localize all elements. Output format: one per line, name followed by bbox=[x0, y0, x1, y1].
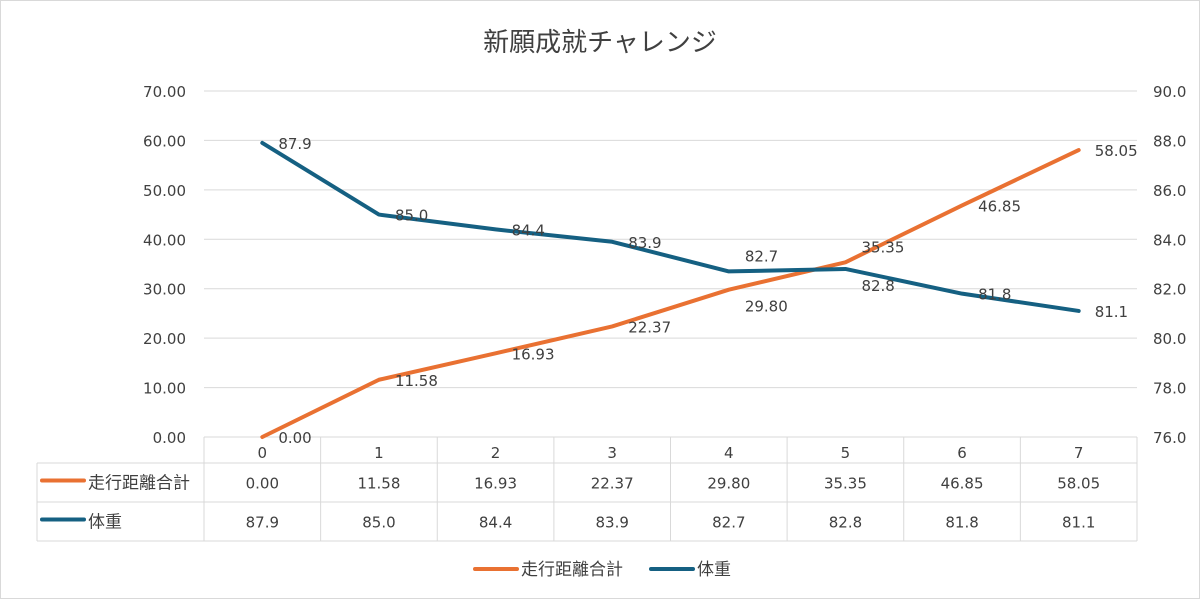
category-label: 0 bbox=[258, 444, 268, 462]
data-label: 81.1 bbox=[1095, 303, 1128, 321]
chart-title: 新願成就チャレンジ bbox=[483, 28, 717, 58]
data-label: 58.05 bbox=[1095, 142, 1138, 160]
category-label: 3 bbox=[607, 444, 617, 462]
table-cell: 81.8 bbox=[945, 514, 978, 532]
right-axis-tick-label: 86.0 bbox=[1153, 182, 1186, 200]
data-label: 83.9 bbox=[628, 234, 661, 252]
table-cell: 81.1 bbox=[1062, 514, 1095, 532]
right-axis-tick-label: 90.0 bbox=[1153, 83, 1186, 101]
data-label: 84.4 bbox=[512, 221, 545, 239]
table-cell: 16.93 bbox=[474, 475, 517, 493]
table-series-name: 体重 bbox=[88, 513, 122, 533]
right-axis-tick-label: 78.0 bbox=[1153, 380, 1186, 398]
table-cell: 82.8 bbox=[829, 514, 862, 532]
table-cell: 83.9 bbox=[595, 514, 628, 532]
data-label: 16.93 bbox=[512, 345, 555, 363]
legend-label: 体重 bbox=[697, 560, 731, 580]
left-axis-tick-label: 70.00 bbox=[143, 83, 186, 101]
data-label: 82.7 bbox=[745, 247, 778, 265]
data-label: 85.0 bbox=[395, 207, 428, 225]
table-cell: 46.85 bbox=[941, 475, 984, 493]
data-label: 11.58 bbox=[395, 372, 438, 390]
table-cell: 87.9 bbox=[246, 514, 279, 532]
right-axis-tick-label: 82.0 bbox=[1153, 281, 1186, 299]
data-label: 35.35 bbox=[861, 238, 904, 256]
data-label: 81.8 bbox=[978, 286, 1011, 304]
table-cell: 35.35 bbox=[824, 475, 867, 493]
right-axis-tick-label: 80.0 bbox=[1153, 330, 1186, 348]
left-axis-tick-label: 0.00 bbox=[153, 429, 186, 447]
table-cell: 0.00 bbox=[246, 475, 279, 493]
data-label: 87.9 bbox=[278, 135, 311, 153]
category-label: 4 bbox=[724, 444, 734, 462]
category-label: 1 bbox=[374, 444, 384, 462]
data-label: 29.80 bbox=[745, 298, 788, 316]
table-cell: 29.80 bbox=[707, 475, 750, 493]
data-label: 22.37 bbox=[628, 318, 671, 336]
left-axis-tick-label: 40.00 bbox=[143, 231, 186, 249]
data-label: 0.00 bbox=[278, 429, 311, 447]
category-label: 6 bbox=[957, 444, 967, 462]
table-cell: 11.58 bbox=[357, 475, 400, 493]
left-axis-tick-label: 60.00 bbox=[143, 132, 186, 150]
category-label: 7 bbox=[1074, 444, 1084, 462]
left-axis-tick-label: 20.00 bbox=[143, 330, 186, 348]
right-axis-tick-label: 84.0 bbox=[1153, 231, 1186, 249]
right-axis-tick-label: 88.0 bbox=[1153, 132, 1186, 150]
table-cell: 85.0 bbox=[362, 514, 395, 532]
data-label: 46.85 bbox=[978, 197, 1021, 215]
table-cell: 84.4 bbox=[479, 514, 512, 532]
table-series-name: 走行距離合計 bbox=[88, 474, 190, 494]
left-axis-tick-label: 10.00 bbox=[143, 380, 186, 398]
data-label: 82.8 bbox=[861, 277, 894, 295]
table-cell: 58.05 bbox=[1057, 475, 1100, 493]
left-axis-tick-label: 50.00 bbox=[143, 182, 186, 200]
left-axis-tick-label: 30.00 bbox=[143, 281, 186, 299]
series-line-weight bbox=[260, 140, 1081, 313]
category-label: 5 bbox=[841, 444, 851, 462]
right-axis-tick-label: 76.0 bbox=[1153, 429, 1186, 447]
category-label: 2 bbox=[491, 444, 501, 462]
table-cell: 22.37 bbox=[591, 475, 634, 493]
table-cell: 82.7 bbox=[712, 514, 745, 532]
legend-label: 走行距離合計 bbox=[521, 560, 623, 580]
series-line-distance bbox=[260, 148, 1081, 439]
